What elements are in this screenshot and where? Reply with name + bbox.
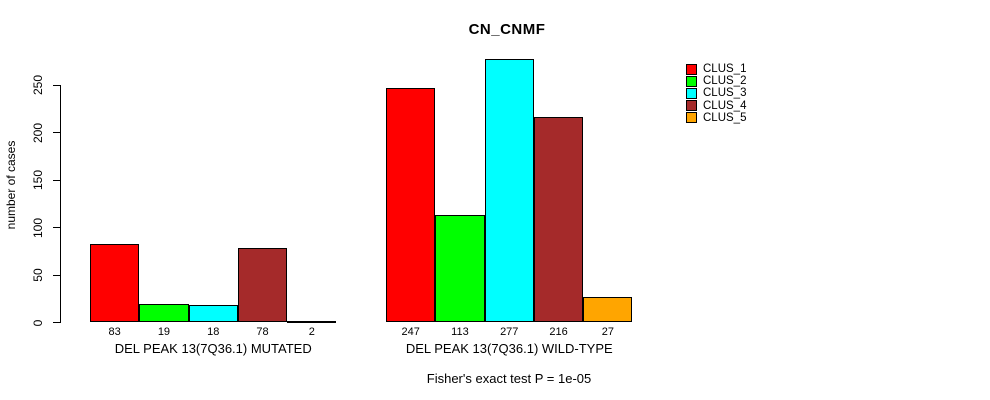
fisher-test-annotation: Fisher's exact test P = 1e-05 — [426, 371, 592, 386]
bar-clus_2-group1 — [139, 304, 189, 323]
legend-row-clus_5: CLUS_5 — [686, 112, 746, 124]
legend-label: CLUS_2 — [703, 75, 747, 88]
bar-value-label: 113 — [451, 326, 469, 338]
legend-swatch-icon — [686, 63, 697, 75]
y-axis-tick — [53, 227, 60, 228]
bar-clus_1-group2 — [386, 87, 436, 323]
y-axis-line — [60, 85, 61, 323]
bar-clus_3-group2 — [484, 59, 534, 323]
bar-value-label: 27 — [601, 326, 614, 338]
legend-swatch-icon — [686, 112, 697, 124]
bar-clus_1-group1 — [90, 243, 140, 323]
bar-value-label: 2 — [308, 326, 315, 338]
bar-value-label: 277 — [500, 326, 519, 338]
bar-value-label: 18 — [207, 326, 220, 338]
legend-row-clus_1: CLUS_1 — [686, 63, 746, 75]
bar-clus_5-group2 — [583, 296, 633, 323]
legend-row-clus_2: CLUS_2 — [686, 75, 746, 87]
y-axis-tick-label: 150 — [31, 169, 45, 191]
bar-value-label: 216 — [549, 326, 568, 338]
bar-value-label: 78 — [256, 326, 269, 338]
y-axis-tick — [53, 132, 60, 133]
legend-swatch-icon — [686, 100, 697, 112]
bar-value-label: 83 — [108, 326, 121, 338]
legend-row-clus_3: CLUS_3 — [686, 87, 746, 99]
y-axis-tick-label: 200 — [31, 122, 45, 143]
legend-label: CLUS_3 — [703, 87, 747, 100]
legend-label: CLUS_1 — [703, 63, 747, 76]
legend-swatch-icon — [686, 75, 697, 87]
y-axis-tick — [53, 84, 60, 86]
legend-label: CLUS_4 — [703, 99, 747, 112]
group-label: DEL PEAK 13(7Q36.1) MUTATED — [114, 341, 312, 356]
legend: CLUS_1 CLUS_2 CLUS_3 CLUS_4 CLUS_5 — [686, 63, 746, 124]
bar-clus_4-group1 — [237, 248, 288, 323]
y-axis-tick — [53, 179, 60, 181]
y-axis-tick — [53, 274, 60, 276]
y-axis-tick-label: 0 — [31, 319, 45, 326]
y-axis-tick-label: 50 — [31, 268, 45, 282]
chart-title: CN_CNMF — [468, 21, 546, 38]
bar-value-label: 247 — [401, 326, 420, 338]
bar-clus_4-group2 — [533, 117, 584, 323]
y-axis-tick — [53, 322, 60, 323]
y-axis-title: number of cases — [4, 140, 18, 230]
group-label: DEL PEAK 13(7Q36.1) WILD-TYPE — [405, 341, 613, 356]
y-axis-tick-label: 100 — [31, 217, 45, 238]
legend-swatch-icon — [686, 87, 697, 99]
bar-clus_2-group2 — [435, 215, 485, 323]
legend-row-clus_4: CLUS_4 — [686, 100, 746, 112]
bar-clus_3-group1 — [188, 305, 238, 323]
bar-clus_5-group1 — [287, 320, 337, 323]
bar-value-label: 19 — [157, 326, 171, 338]
y-axis-tick-label: 250 — [31, 74, 45, 96]
legend-label: CLUS_5 — [703, 111, 747, 124]
